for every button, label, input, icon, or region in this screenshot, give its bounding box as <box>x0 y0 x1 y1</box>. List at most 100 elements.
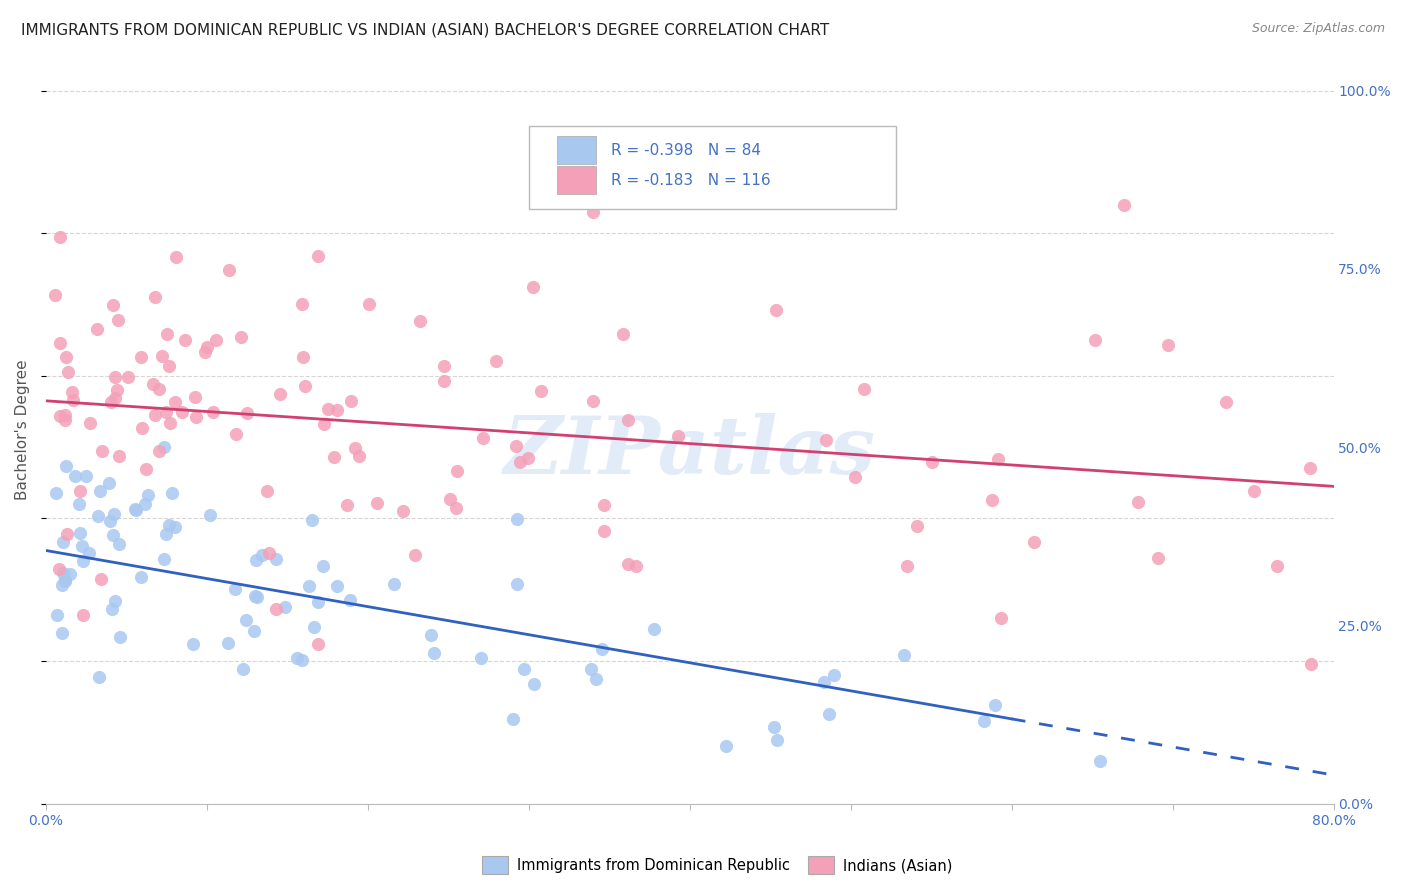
Point <box>312 559 335 574</box>
Point <box>339 593 361 607</box>
Point <box>90 572 112 586</box>
Point <box>198 508 221 523</box>
Point <box>893 648 915 662</box>
Point <box>314 417 336 432</box>
Point <box>232 661 254 675</box>
Point <box>325 403 347 417</box>
Point <box>256 483 278 498</box>
Point <box>1157 338 1180 352</box>
Point <box>336 498 359 512</box>
Point <box>181 637 204 651</box>
Point <box>766 733 789 747</box>
Point <box>1084 333 1107 347</box>
Point <box>172 405 194 419</box>
Point <box>506 577 529 591</box>
Point <box>245 553 267 567</box>
Point <box>100 394 122 409</box>
Point <box>110 630 132 644</box>
Point <box>643 623 665 637</box>
Point <box>107 313 129 327</box>
Point <box>301 513 323 527</box>
Point <box>423 646 446 660</box>
Point <box>48 409 70 423</box>
Point <box>446 464 468 478</box>
Point <box>506 511 529 525</box>
Point <box>852 382 875 396</box>
Point <box>844 470 866 484</box>
Point <box>91 444 114 458</box>
Point <box>183 390 205 404</box>
Point <box>56 526 79 541</box>
Point <box>148 382 170 396</box>
Point <box>217 636 239 650</box>
Point <box>104 369 127 384</box>
Point <box>48 562 70 576</box>
Point <box>439 492 461 507</box>
Point <box>184 409 207 424</box>
Point <box>391 504 413 518</box>
Point <box>89 483 111 498</box>
Point <box>264 602 287 616</box>
Point <box>204 333 226 347</box>
Point <box>502 712 524 726</box>
Point <box>105 384 128 398</box>
Point <box>243 590 266 604</box>
Point <box>513 662 536 676</box>
Point <box>163 520 186 534</box>
Point <box>765 303 787 318</box>
Point <box>990 611 1012 625</box>
Point <box>581 662 603 676</box>
Point <box>585 673 607 687</box>
Point <box>49 229 72 244</box>
Point <box>229 329 252 343</box>
Point <box>160 485 183 500</box>
Point <box>612 327 634 342</box>
FancyBboxPatch shape <box>557 136 596 164</box>
Point <box>763 720 786 734</box>
Point <box>980 492 1002 507</box>
Point <box>156 326 179 341</box>
Point <box>49 335 72 350</box>
Point <box>668 428 690 442</box>
Point <box>100 602 122 616</box>
Point <box>1243 483 1265 498</box>
Point <box>292 350 315 364</box>
Point <box>87 670 110 684</box>
Point <box>813 674 835 689</box>
Point <box>155 405 177 419</box>
Point <box>291 653 314 667</box>
Point <box>250 548 273 562</box>
Point <box>148 443 170 458</box>
Point <box>131 421 153 435</box>
Point <box>1114 198 1136 212</box>
Point <box>986 452 1008 467</box>
Y-axis label: Bachelor's Degree: Bachelor's Degree <box>15 359 30 500</box>
FancyBboxPatch shape <box>529 127 896 209</box>
Point <box>274 599 297 614</box>
Point <box>46 608 69 623</box>
Point <box>195 340 218 354</box>
Point <box>67 497 90 511</box>
Legend: Immigrants from Dominican Republic, Indians (Asian): Immigrants from Dominican Republic, Indi… <box>477 850 957 880</box>
Text: ZIPatlas: ZIPatlas <box>503 413 876 491</box>
Point <box>505 439 527 453</box>
Point <box>72 554 94 568</box>
Point <box>302 620 325 634</box>
Point <box>325 579 347 593</box>
Point <box>157 359 180 373</box>
Point <box>323 450 346 464</box>
Point <box>51 578 73 592</box>
Point <box>307 595 329 609</box>
Point <box>382 577 405 591</box>
Point <box>63 468 86 483</box>
Point <box>103 594 125 608</box>
Point <box>523 676 546 690</box>
Point <box>1128 495 1150 509</box>
Point <box>1088 754 1111 768</box>
Point <box>72 607 94 622</box>
Point <box>471 431 494 445</box>
Point <box>257 546 280 560</box>
Point <box>1215 395 1237 409</box>
Point <box>591 641 613 656</box>
Point <box>142 376 165 391</box>
